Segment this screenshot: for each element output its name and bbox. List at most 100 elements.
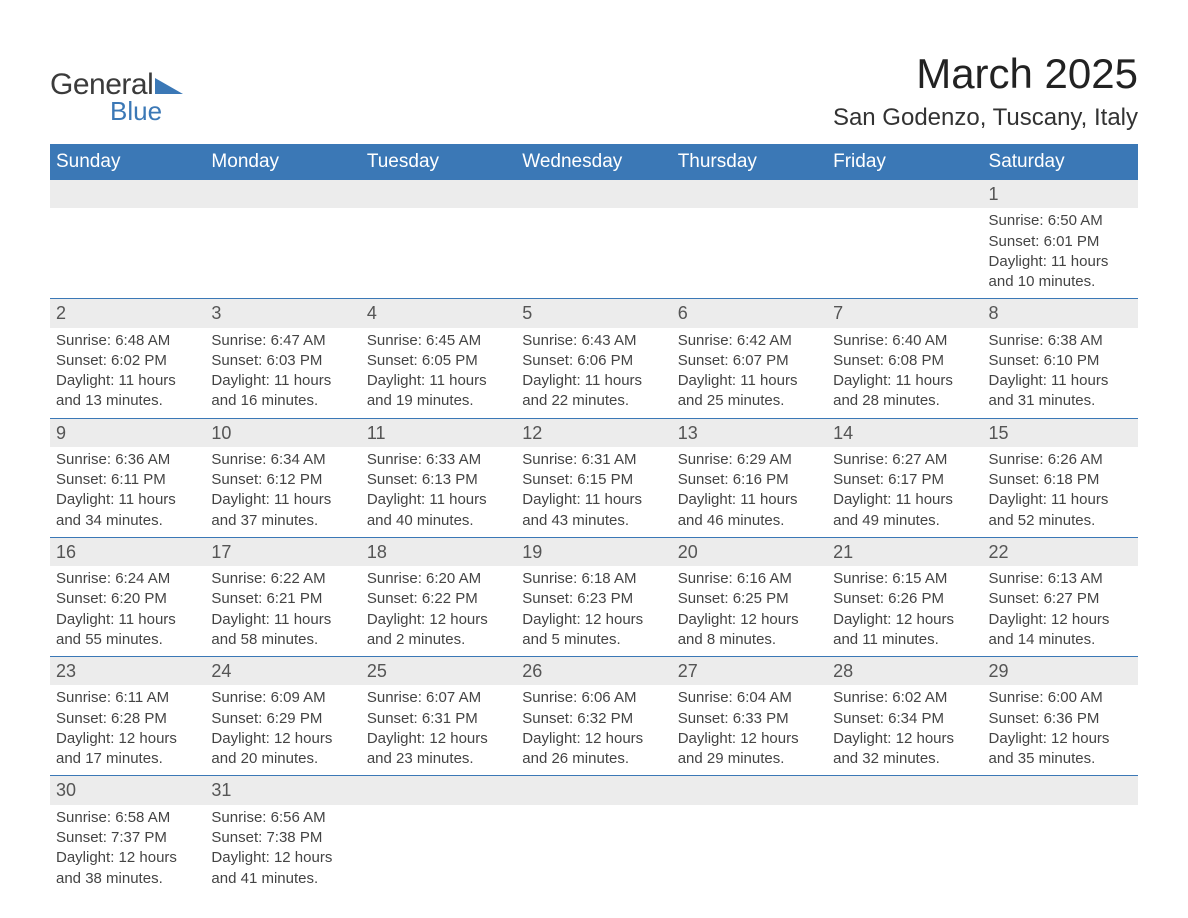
calendar-day-number: 18: [361, 537, 516, 566]
sunrise-text: Sunrise: 6:31 AM: [522, 450, 665, 470]
daylight-text-line1: Daylight: 12 hours: [989, 729, 1132, 749]
daylight-text-line1: Daylight: 11 hours: [833, 490, 976, 510]
calendar-day-detail: Sunrise: 6:22 AMSunset: 6:21 PMDaylight:…: [205, 566, 360, 657]
sunset-text: Sunset: 6:29 PM: [211, 709, 354, 729]
daylight-text-line1: Daylight: 11 hours: [989, 252, 1132, 272]
sunset-text: Sunset: 6:26 PM: [833, 589, 976, 609]
calendar-day-detail: Sunrise: 6:40 AMSunset: 6:08 PMDaylight:…: [827, 328, 982, 419]
daylight-text-line2: and 10 minutes.: [989, 272, 1132, 292]
calendar-day-detail: Sunrise: 6:16 AMSunset: 6:25 PMDaylight:…: [672, 566, 827, 657]
sunset-text: Sunset: 6:33 PM: [678, 709, 821, 729]
calendar-day-number: [827, 776, 982, 805]
calendar-detail-row: Sunrise: 6:36 AMSunset: 6:11 PMDaylight:…: [50, 447, 1138, 538]
sunrise-text: Sunrise: 6:26 AM: [989, 450, 1132, 470]
calendar-day-number: 7: [827, 299, 982, 328]
sunset-text: Sunset: 6:17 PM: [833, 470, 976, 490]
calendar-day-detail: Sunrise: 6:42 AMSunset: 6:07 PMDaylight:…: [672, 328, 827, 419]
calendar-day-number: [672, 776, 827, 805]
calendar-daynum-row: 1: [50, 180, 1138, 208]
calendar-day-number: 13: [672, 418, 827, 447]
daylight-text-line1: Daylight: 11 hours: [367, 490, 510, 510]
sunrise-text: Sunrise: 6:38 AM: [989, 331, 1132, 351]
sunrise-text: Sunrise: 6:16 AM: [678, 569, 821, 589]
calendar-daynum-row: 23242526272829: [50, 657, 1138, 686]
sunrise-text: Sunrise: 6:40 AM: [833, 331, 976, 351]
logo: General Blue: [50, 68, 183, 127]
daylight-text-line1: Daylight: 11 hours: [989, 371, 1132, 391]
calendar-day-detail: [516, 208, 671, 299]
daylight-text-line2: and 11 minutes.: [833, 630, 976, 650]
sunset-text: Sunset: 7:37 PM: [56, 828, 199, 848]
calendar-detail-row: Sunrise: 6:50 AMSunset: 6:01 PMDaylight:…: [50, 208, 1138, 299]
calendar-day-detail: Sunrise: 6:04 AMSunset: 6:33 PMDaylight:…: [672, 685, 827, 776]
calendar-day-number: [516, 180, 671, 208]
daylight-text-line2: and 35 minutes.: [989, 749, 1132, 769]
sunset-text: Sunset: 6:34 PM: [833, 709, 976, 729]
sunrise-text: Sunrise: 6:50 AM: [989, 211, 1132, 231]
calendar-daynum-row: 2345678: [50, 299, 1138, 328]
sunrise-text: Sunrise: 6:45 AM: [367, 331, 510, 351]
daylight-text-line2: and 13 minutes.: [56, 391, 199, 411]
calendar-day-number: [361, 180, 516, 208]
calendar-day-number: 8: [983, 299, 1138, 328]
calendar-day-number: [827, 180, 982, 208]
daylight-text-line2: and 8 minutes.: [678, 630, 821, 650]
page-title: March 2025: [833, 50, 1138, 98]
sunset-text: Sunset: 6:36 PM: [989, 709, 1132, 729]
daylight-text-line1: Daylight: 12 hours: [211, 729, 354, 749]
daylight-text-line2: and 49 minutes.: [833, 511, 976, 531]
calendar-day-detail: Sunrise: 6:06 AMSunset: 6:32 PMDaylight:…: [516, 685, 671, 776]
calendar-day-number: 20: [672, 537, 827, 566]
daylight-text-line1: Daylight: 12 hours: [56, 729, 199, 749]
daylight-text-line2: and 29 minutes.: [678, 749, 821, 769]
calendar-table: SundayMondayTuesdayWednesdayThursdayFrid…: [50, 144, 1138, 895]
calendar-day-detail: Sunrise: 6:48 AMSunset: 6:02 PMDaylight:…: [50, 328, 205, 419]
sunrise-text: Sunrise: 6:06 AM: [522, 688, 665, 708]
calendar-detail-row: Sunrise: 6:48 AMSunset: 6:02 PMDaylight:…: [50, 328, 1138, 419]
calendar-day-detail: Sunrise: 6:43 AMSunset: 6:06 PMDaylight:…: [516, 328, 671, 419]
sunrise-text: Sunrise: 6:13 AM: [989, 569, 1132, 589]
daylight-text-line2: and 14 minutes.: [989, 630, 1132, 650]
sunset-text: Sunset: 6:07 PM: [678, 351, 821, 371]
calendar-detail-row: Sunrise: 6:24 AMSunset: 6:20 PMDaylight:…: [50, 566, 1138, 657]
calendar-day-number: 11: [361, 418, 516, 447]
daylight-text-line1: Daylight: 11 hours: [678, 371, 821, 391]
daylight-text-line1: Daylight: 11 hours: [56, 371, 199, 391]
calendar-day-detail: [672, 805, 827, 895]
calendar-day-detail: Sunrise: 6:15 AMSunset: 6:26 PMDaylight:…: [827, 566, 982, 657]
calendar-body: 1 Sunrise: 6:50 AMSunset: 6:01 PMDayligh…: [50, 180, 1138, 895]
calendar-day-detail: [361, 208, 516, 299]
calendar-day-detail: Sunrise: 6:45 AMSunset: 6:05 PMDaylight:…: [361, 328, 516, 419]
calendar-day-detail: [516, 805, 671, 895]
daylight-text-line2: and 26 minutes.: [522, 749, 665, 769]
calendar-day-number: 15: [983, 418, 1138, 447]
sunrise-text: Sunrise: 6:24 AM: [56, 569, 199, 589]
daylight-text-line2: and 52 minutes.: [989, 511, 1132, 531]
calendar-day-detail: Sunrise: 6:50 AMSunset: 6:01 PMDaylight:…: [983, 208, 1138, 299]
calendar-day-detail: Sunrise: 6:26 AMSunset: 6:18 PMDaylight:…: [983, 447, 1138, 538]
calendar-day-detail: Sunrise: 6:18 AMSunset: 6:23 PMDaylight:…: [516, 566, 671, 657]
calendar-day-number: 25: [361, 657, 516, 686]
calendar-day-detail: Sunrise: 6:34 AMSunset: 6:12 PMDaylight:…: [205, 447, 360, 538]
calendar-day-number: 30: [50, 776, 205, 805]
sunset-text: Sunset: 6:12 PM: [211, 470, 354, 490]
page-subtitle-location: San Godenzo, Tuscany, Italy: [833, 104, 1138, 132]
calendar-day-number: 21: [827, 537, 982, 566]
calendar-day-number: 4: [361, 299, 516, 328]
daylight-text-line2: and 17 minutes.: [56, 749, 199, 769]
calendar-day-number: 23: [50, 657, 205, 686]
calendar-day-number: [361, 776, 516, 805]
sunrise-text: Sunrise: 6:22 AM: [211, 569, 354, 589]
daylight-text-line2: and 55 minutes.: [56, 630, 199, 650]
logo-triangle-icon: [155, 74, 183, 94]
calendar-day-header: Tuesday: [361, 144, 516, 180]
calendar-day-number: 24: [205, 657, 360, 686]
calendar-day-detail: [205, 208, 360, 299]
calendar-day-detail: Sunrise: 6:33 AMSunset: 6:13 PMDaylight:…: [361, 447, 516, 538]
sunset-text: Sunset: 6:32 PM: [522, 709, 665, 729]
calendar-day-number: 6: [672, 299, 827, 328]
sunset-text: Sunset: 6:28 PM: [56, 709, 199, 729]
calendar-day-number: 3: [205, 299, 360, 328]
sunrise-text: Sunrise: 6:34 AM: [211, 450, 354, 470]
sunset-text: Sunset: 6:11 PM: [56, 470, 199, 490]
